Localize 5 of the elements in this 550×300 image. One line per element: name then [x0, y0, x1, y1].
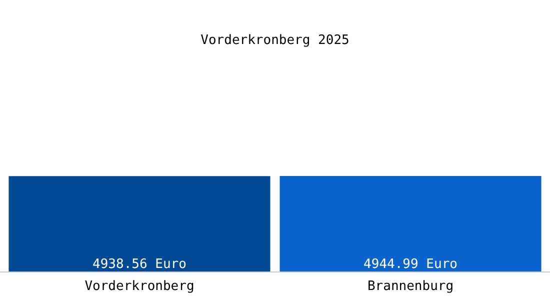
- data-label: 4944.99 Euro: [364, 257, 458, 272]
- x-tick-label: Brannenburg: [367, 279, 454, 294]
- x-tick-label: Vorderkronberg: [84, 279, 194, 294]
- chart-title: Vorderkronberg 2025: [200, 33, 350, 48]
- data-label: 4938.56 Euro: [92, 257, 186, 272]
